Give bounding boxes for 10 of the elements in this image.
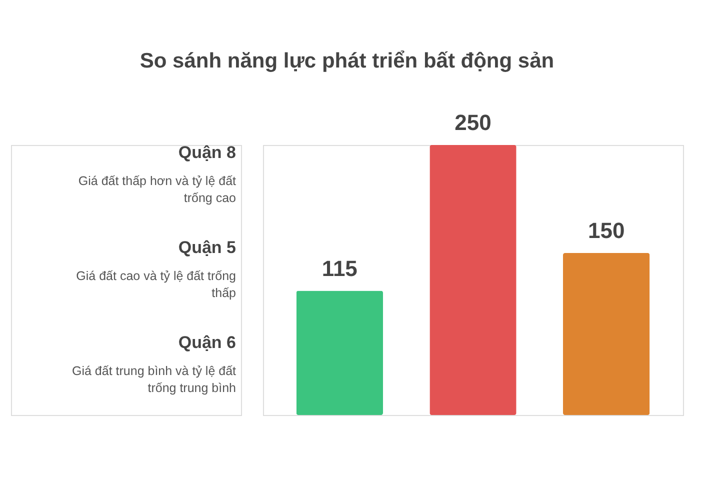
text: Giá đất thấp hơn và tỷ lệ đất trống cao <box>78 174 237 205</box>
text: Giá đất trung bình và tỷ lệ đất trống trung bình <box>72 364 237 395</box>
data-label: 115 <box>322 256 358 281</box>
text: Quận 8 <box>178 143 236 162</box>
data-label: 250 <box>454 110 492 135</box>
data-label: 150 <box>588 218 625 243</box>
text: Quận 6 <box>178 333 236 352</box>
text: Giá đất cao và tỷ lệ đất trống thấp <box>76 269 236 300</box>
chart-title: So sánh năng lực phát triển bất động sản <box>140 50 554 72</box>
text: Quận 5 <box>178 238 236 257</box>
